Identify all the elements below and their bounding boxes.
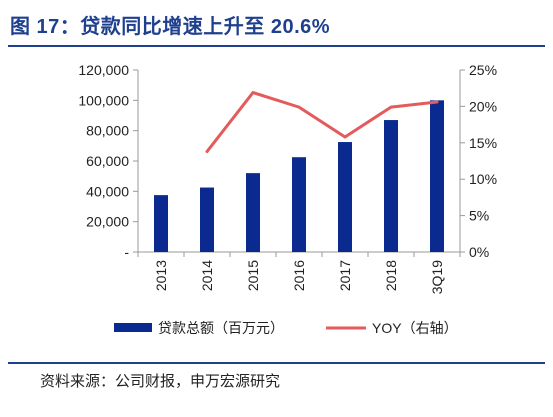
- bar: [154, 195, 168, 252]
- chart-legend: 贷款总额（百万元） YOY（右轴）: [114, 320, 458, 336]
- right-tick-label: 10%: [469, 171, 497, 187]
- right-tick-label: 15%: [469, 135, 497, 151]
- bar: [200, 187, 214, 252]
- chart-axes: - 20,000 40,000 60,000 80,000 100,000 120,000 0…: [78, 62, 497, 260]
- bar: [430, 100, 444, 252]
- x-tick-label: 2018: [383, 260, 399, 291]
- x-tick-label: 2015: [245, 260, 261, 291]
- legend-line-label: YOY（右轴）: [372, 320, 458, 336]
- yoy-line: [205, 91, 439, 154]
- left-tick-label: 80,000: [86, 123, 129, 139]
- left-tick-label: 60,000: [86, 153, 129, 169]
- x-tick-label: 3Q19: [429, 260, 445, 294]
- left-tick-label: 100,000: [78, 92, 129, 108]
- x-tick-label: 2013: [153, 260, 169, 291]
- legend-bar-swatch: [114, 323, 152, 332]
- line-series: [205, 91, 439, 154]
- left-tick-label: 120,000: [78, 62, 129, 78]
- x-tick-label: 2017: [337, 260, 353, 291]
- right-tick-label: 0%: [469, 244, 489, 260]
- bar: [292, 157, 306, 252]
- bar-series: [154, 100, 444, 252]
- bar: [384, 120, 398, 252]
- x-tick-label: 2016: [291, 260, 307, 291]
- chart-title: 图 17：贷款同比增速上升至 20.6%: [10, 16, 331, 38]
- right-tick-label: 25%: [469, 62, 497, 78]
- legend-bar-label: 贷款总额（百万元）: [158, 320, 284, 336]
- right-tick-label: 20%: [469, 98, 497, 114]
- right-tick-label: 5%: [469, 208, 489, 224]
- left-tick-label: -: [124, 244, 129, 260]
- bar: [338, 142, 352, 252]
- title-divider: [8, 45, 545, 47]
- source-note: 资料来源：公司财报，申万宏源研究: [40, 373, 281, 390]
- x-tick-labels: 2013 2014 2015 2016 2017 2018 3Q19: [153, 260, 445, 294]
- left-tick-label: 40,000: [86, 183, 129, 199]
- x-tick-label: 2014: [199, 260, 215, 291]
- left-tick-label: 20,000: [86, 214, 129, 230]
- bar: [246, 173, 260, 252]
- source-divider: [8, 362, 545, 364]
